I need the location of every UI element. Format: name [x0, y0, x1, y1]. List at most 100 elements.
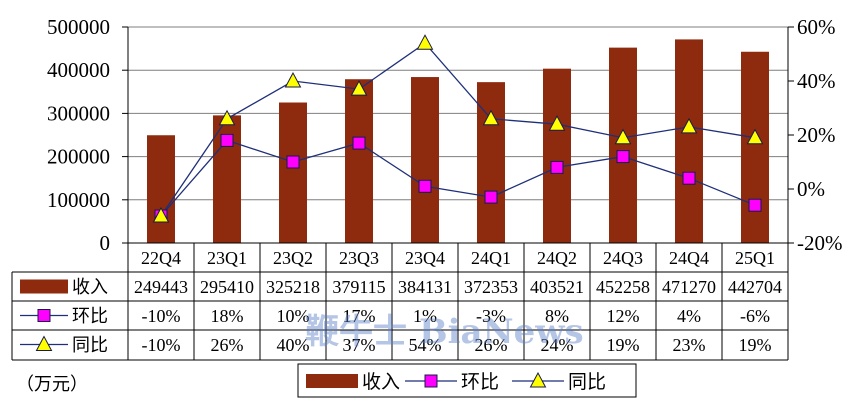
- legend-item-yoy: 同比: [512, 371, 606, 393]
- yoy-line-key: [512, 371, 564, 388]
- axes: 0 100000 200000 300000 400000 500000 -20% 0% 20%…: [47, 15, 843, 255]
- right-axis-tick-label: 60%: [797, 15, 836, 39]
- qoq-value-cell: 8%: [545, 306, 569, 326]
- qoq-line: [160, 139, 756, 217]
- category-label: 24Q3: [603, 248, 643, 268]
- magenta-square-marker: [352, 136, 366, 150]
- yoy-value-cell: 54%: [409, 335, 442, 355]
- magenta-square-marker: [682, 171, 696, 185]
- yoy-value-cell: 40%: [277, 335, 310, 355]
- revenue-bar: [609, 47, 637, 243]
- revenue-value-cell: 372353: [464, 277, 518, 297]
- revenue-value-cell: 325218: [266, 277, 320, 297]
- revenue-bar: [543, 68, 571, 243]
- yellow-triangle-marker: [746, 128, 764, 145]
- left-axis-tick-label: 200000: [47, 145, 110, 169]
- unit-label: （万元）: [16, 374, 88, 394]
- revenue-bar: [675, 39, 703, 243]
- yellow-triangle-marker: [350, 80, 368, 96]
- revenue-bars: [147, 39, 769, 244]
- yellow-triangle-marker: [35, 335, 53, 351]
- category-label: 23Q3: [339, 248, 379, 268]
- yoy-value-cell: 23%: [673, 335, 706, 355]
- yellow-triangle-marker: [529, 371, 547, 388]
- yellow-triangle-marker: [614, 128, 632, 145]
- yellow-triangle-marker: [416, 34, 434, 50]
- left-axis-tick-label: 400000: [47, 58, 110, 82]
- qoq-table-row: 环比 -10% 18% 10% 17% 1% -3% 8% 12% 4% -6%: [20, 306, 770, 326]
- yoy-value-cell: -10%: [142, 335, 181, 355]
- legend: 收入 环比 同比: [297, 363, 637, 398]
- qoq-line-key: [20, 309, 68, 322]
- yoy-markers: [152, 34, 764, 223]
- category-label: 23Q2: [273, 248, 313, 268]
- revenue-value-cell: 295410: [200, 277, 254, 297]
- qoq-value-cell: -3%: [476, 306, 506, 326]
- right-axis-tick-label: 0%: [797, 177, 825, 201]
- qoq-value-cell: 18%: [211, 306, 244, 326]
- yoy-table-row: 同比 -10% 26% 40% 37% 54% 26% 24% 19% 23% 19%: [20, 335, 772, 355]
- magenta-square-marker: [550, 160, 564, 174]
- magenta-square-marker: [424, 374, 438, 388]
- bar-swatch: [306, 374, 358, 388]
- watermark: 鞭牛士 BiaNews: [305, 312, 584, 352]
- category-label: 25Q1: [735, 248, 775, 268]
- legend-item-qoq: 环比: [405, 371, 499, 393]
- yellow-triangle-marker: [218, 109, 236, 126]
- line-series: [152, 34, 764, 223]
- yoy-value-cell: 24%: [541, 335, 574, 355]
- yellow-triangle-marker: [680, 117, 698, 134]
- left-axis-tick-label: 500000: [47, 15, 110, 39]
- qoq-value-cell: 17%: [343, 306, 376, 326]
- category-label: 22Q4: [141, 248, 181, 268]
- qoq-value-cell: 12%: [607, 306, 640, 326]
- magenta-square-marker: [286, 155, 300, 169]
- yoy-value-cell: 19%: [607, 335, 640, 355]
- bar-swatch: [20, 279, 68, 294]
- magenta-square-marker: [748, 198, 762, 212]
- right-axis-tick-label: 20%: [797, 123, 836, 147]
- revenue-table-row: 收入 249443 295410 325218 379115 384131 372353 40…: [20, 277, 782, 297]
- yoy-line: [160, 42, 756, 217]
- category-label: 24Q4: [669, 248, 709, 268]
- magenta-square-marker: [418, 179, 432, 193]
- revenue-value-cell: 452258: [596, 277, 650, 297]
- revenue-value-cell: 384131: [398, 277, 452, 297]
- qoq-markers: [154, 133, 762, 223]
- yoy-value-cell: 37%: [343, 335, 376, 355]
- yoy-line-key: [20, 335, 68, 351]
- row-label: 环比: [72, 306, 108, 326]
- magenta-square-marker: [616, 150, 630, 164]
- legend-item-revenue: 收入: [306, 371, 400, 393]
- revenue-bar: [477, 82, 505, 244]
- revenue-value-cell: 403521: [530, 277, 584, 297]
- revenue-bar: [345, 79, 373, 243]
- revenue-bar: [411, 77, 439, 243]
- revenue-value-cell: 379115: [332, 277, 385, 297]
- magenta-square-marker: [37, 309, 51, 322]
- category-label: 24Q1: [471, 248, 511, 268]
- yoy-value-cell: 26%: [475, 335, 508, 355]
- yoy-value-cell: 26%: [211, 335, 244, 355]
- left-axis-tick-label: 100000: [47, 188, 110, 212]
- yoy-value-cell: 19%: [739, 335, 772, 355]
- revenue-value-cell: 249443: [134, 277, 188, 297]
- left-axis-tick-label: 0: [100, 231, 111, 255]
- revenue-bar: [279, 102, 307, 243]
- qoq-value-cell: -6%: [740, 306, 770, 326]
- legend-label: 收入: [362, 371, 400, 393]
- legend-label: 同比: [568, 371, 606, 393]
- right-axis-tick-label: 40%: [797, 69, 836, 93]
- legend-label: 环比: [461, 371, 499, 393]
- magenta-square-marker: [484, 190, 498, 204]
- category-label: 24Q2: [537, 248, 577, 268]
- qoq-value-cell: -10%: [142, 306, 181, 326]
- qoq-value-cell: 4%: [677, 306, 701, 326]
- yellow-triangle-marker: [482, 109, 500, 126]
- qoq-line-key: [405, 374, 457, 388]
- qoq-value-cell: 1%: [413, 306, 437, 326]
- revenue-value-cell: 442704: [728, 277, 782, 297]
- left-axis-tick-label: 300000: [47, 101, 110, 125]
